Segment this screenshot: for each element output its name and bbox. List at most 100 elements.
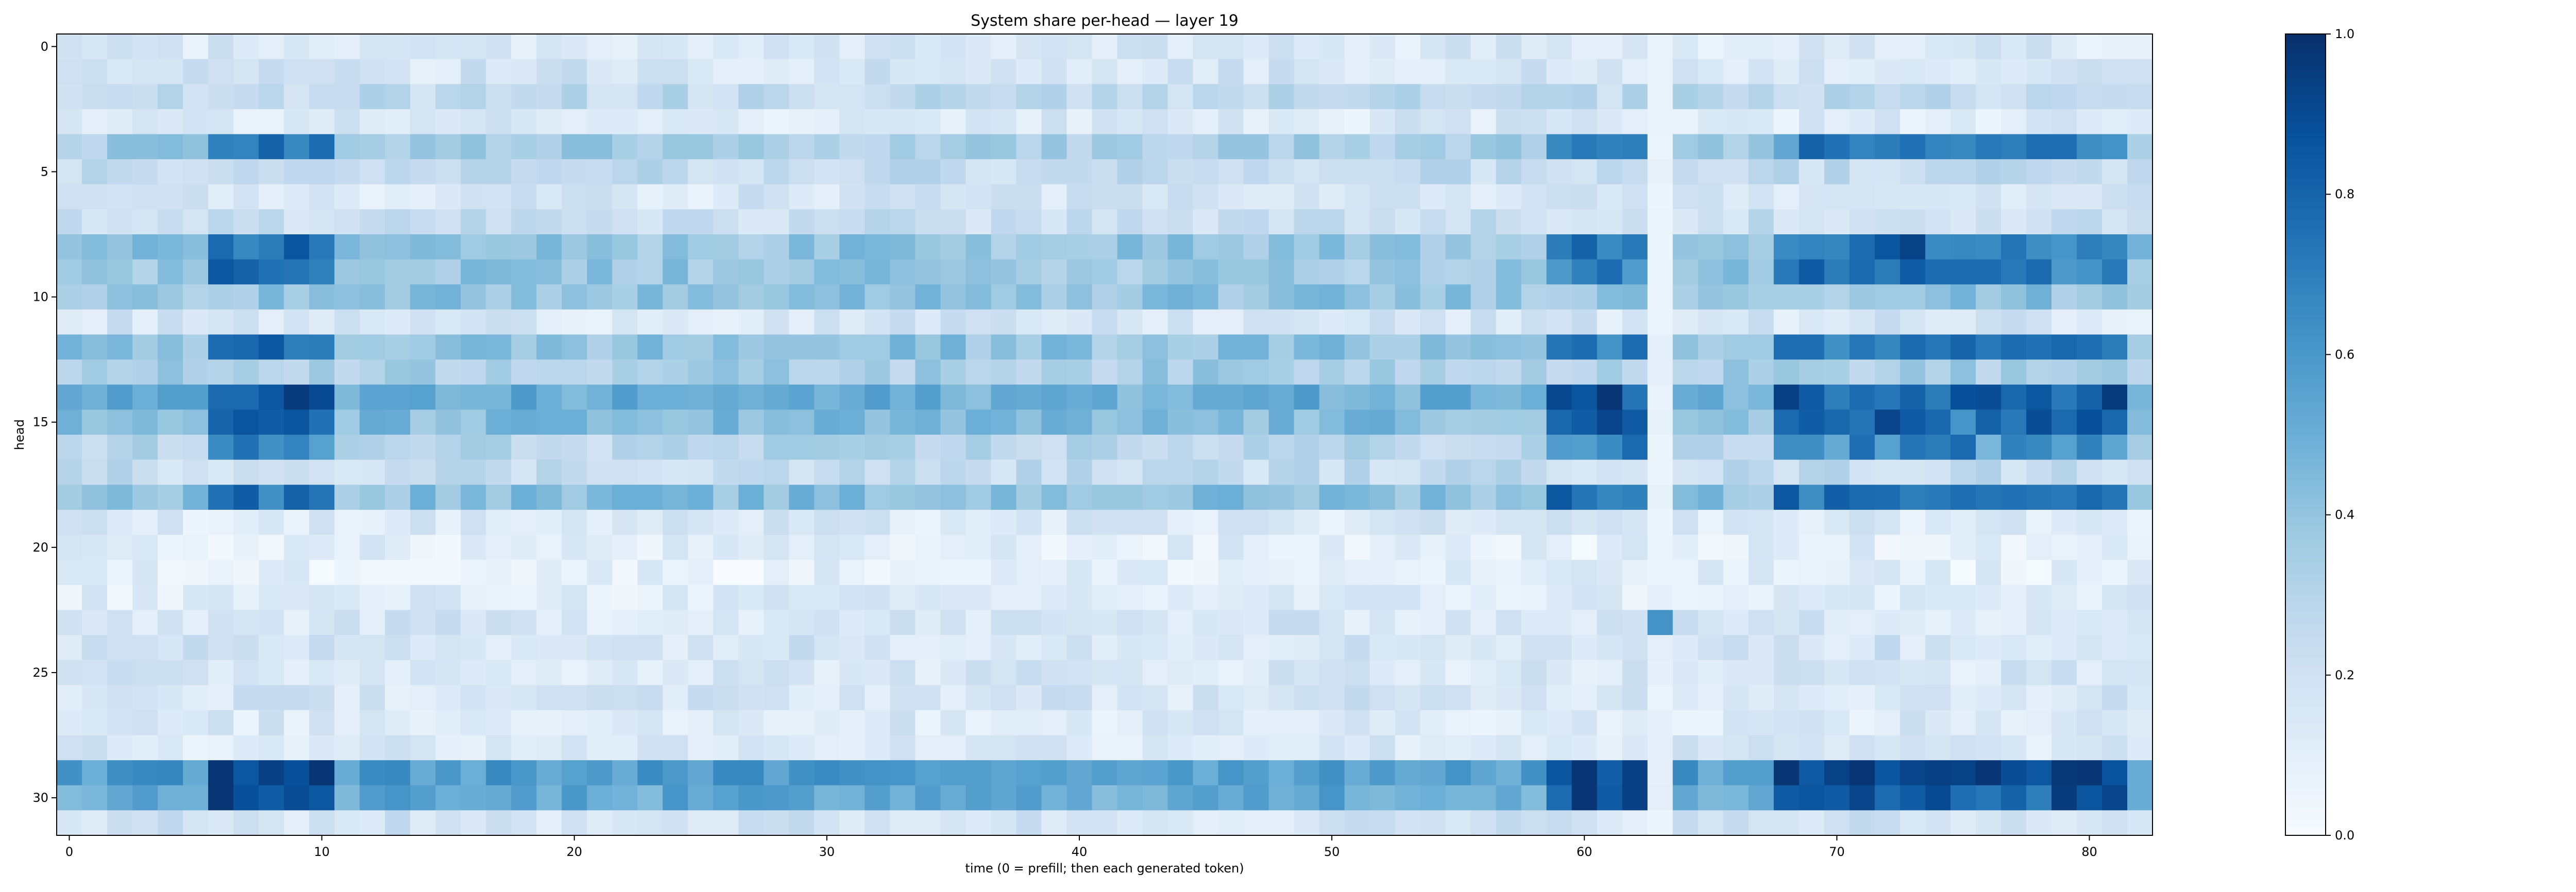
heatmap-cell [814,585,840,610]
heatmap-cell [991,184,1017,210]
heatmap-cell [663,810,688,836]
heatmap-cell [1167,59,1194,84]
heatmap-cell [1571,159,1598,185]
heatmap-cell [259,334,284,360]
heatmap-cell [1925,685,1951,711]
heatmap-cell [1496,509,1522,536]
heatmap-cell [1066,34,1093,60]
heatmap-cell [1723,710,1749,736]
heatmap-cell [486,610,512,636]
heatmap-cell [1849,660,1875,685]
heatmap-cell [158,635,183,661]
heatmap-cell [1420,384,1446,410]
heatmap-cell [1647,34,1673,60]
heatmap-cell [789,334,815,360]
heatmap-cell [1698,134,1724,160]
heatmap-cell [183,409,209,435]
heatmap-cell [1571,184,1598,210]
heatmap-cell [2001,184,2027,210]
heatmap-cell [208,735,234,761]
heatmap-cell [789,384,815,410]
heatmap-cell [208,84,234,110]
heatmap-cell [1268,359,1295,385]
heatmap-cell [2076,59,2103,84]
heatmap-cell [1748,184,1774,210]
heatmap-cell [940,359,967,385]
heatmap-cell [1571,334,1598,360]
heatmap-cell [1268,459,1295,485]
heatmap-cell [688,209,714,235]
heatmap-cell [1975,660,2002,685]
heatmap-cell [940,710,967,736]
heatmap-cell [1672,735,1699,761]
heatmap-cell [764,384,789,410]
heatmap-cell [1041,760,1067,786]
heatmap-cell [890,710,916,736]
heatmap-cell [1344,284,1370,310]
heatmap-cell [1773,685,1800,711]
heatmap-cell [713,284,739,310]
heatmap-cell [1041,284,1067,310]
heatmap-cell [1698,560,1724,586]
heatmap-cell [1622,334,1648,360]
heatmap-cell [764,785,789,811]
heatmap-cell [1571,810,1598,836]
heatmap-cell [1496,109,1522,135]
heatmap-cell [1950,284,1976,310]
heatmap-cell [1975,34,2002,60]
heatmap-cell [915,585,941,610]
heatmap-cell [435,585,461,610]
heatmap-cell [890,585,916,610]
heatmap-cell [2102,309,2128,335]
heatmap-cell [385,34,411,60]
heatmap-cell [1521,209,1547,235]
heatmap-cell [486,159,512,185]
heatmap-cell [1672,259,1699,285]
heatmap-cell [1874,610,1901,636]
heatmap-cell [1521,459,1547,485]
heatmap-cell [233,34,259,60]
heatmap-cell [183,435,209,460]
heatmap-cell [1748,535,1774,560]
heatmap-cell [284,810,310,836]
heatmap-cell [1647,635,1673,661]
heatmap-cell [991,34,1017,60]
heatmap-cell [1294,334,1320,360]
heatmap-cell [1117,660,1143,685]
heatmap-cell [1344,660,1370,685]
heatmap-cell [360,710,385,736]
heatmap-cell [57,560,82,586]
heatmap-cell [1344,59,1370,84]
heatmap-cell [1369,660,1396,685]
heatmap-cell [158,535,183,560]
heatmap-cell [637,435,663,460]
heatmap-cell [158,159,183,185]
heatmap-cell [663,610,688,636]
heatmap-cell [814,59,840,84]
heatmap-cell [1824,710,1850,736]
heatmap-cell [385,109,411,135]
heatmap-cell [562,34,587,60]
heatmap-cell [1142,435,1168,460]
heatmap-cell [1597,660,1623,685]
heatmap-cell [865,610,890,636]
heatmap-cell [1117,109,1143,135]
heatmap-cell [82,435,108,460]
heatmap-cell [1849,710,1875,736]
heatmap-cell [2001,284,2027,310]
heatmap-cell [486,735,512,761]
heatmap-cell [1773,159,1800,185]
heatmap-cell [259,109,284,135]
heatmap-cell [385,560,411,586]
heatmap-cell [839,710,865,736]
heatmap-cell [1773,760,1800,786]
heatmap-cell [57,309,82,335]
heatmap-cell [1193,485,1219,510]
heatmap-cell [2026,34,2052,60]
heatmap-cell [991,560,1017,586]
heatmap-cell [1698,610,1724,636]
heatmap-cell [612,184,638,210]
heatmap-cell [511,509,537,536]
heatmap-cell [915,334,941,360]
heatmap-cell [637,685,663,711]
